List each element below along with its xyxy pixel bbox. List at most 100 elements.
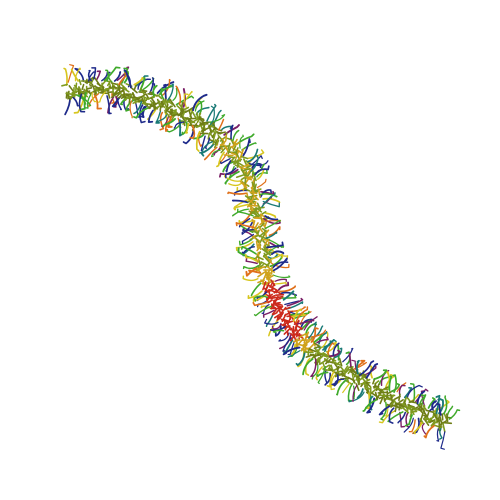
filament-core-segment [276, 313, 284, 320]
filament-core-segment [191, 110, 197, 119]
filament-spike [195, 130, 201, 152]
filament-spike [404, 414, 413, 427]
filament-core-segment [260, 213, 266, 218]
filament-spike [262, 197, 281, 204]
filament-spike [206, 103, 217, 122]
filament-core-segment [349, 366, 357, 373]
filament-core-segment [442, 422, 446, 433]
filament-spike [244, 253, 258, 262]
filament-core-segment [293, 334, 297, 342]
filament-core-segment [300, 348, 308, 353]
filament-spike [397, 411, 407, 424]
filament-core-segment [442, 421, 453, 425]
filament-spike [282, 290, 295, 301]
filament-spike [163, 83, 167, 100]
filament-core-segment [265, 294, 276, 301]
filament-core-segment [264, 283, 270, 293]
filament-spike [316, 336, 329, 344]
filament-spike [268, 239, 283, 249]
filament-spike [231, 199, 249, 204]
filament-core-segment [362, 378, 371, 384]
filament-core-segment [267, 299, 274, 304]
filament-core-segment [253, 226, 259, 233]
filament-core-segment [257, 261, 263, 268]
filament-spike [268, 226, 281, 237]
filament-spike [70, 68, 79, 82]
filament-core-segment [423, 410, 428, 417]
filament-spike [173, 121, 185, 129]
filament-spike [335, 343, 340, 361]
filament-spike [228, 182, 243, 187]
filament-spike [106, 95, 112, 115]
filament-spike [250, 154, 259, 172]
filament-spike [253, 305, 272, 317]
filament-spike [235, 222, 255, 229]
filament-core-segment [240, 174, 249, 181]
filament-core-segment [242, 183, 248, 191]
filament-core-segment [257, 188, 261, 198]
filament-spike [388, 375, 393, 392]
filament-spike [291, 311, 306, 318]
filament-core-segment [133, 96, 140, 100]
filament-spike [348, 352, 352, 368]
filament-spike [327, 342, 335, 356]
filament-spike [172, 86, 179, 102]
filament-spike [216, 151, 225, 168]
filament-spike [87, 69, 92, 82]
filament-spike [242, 264, 259, 270]
filament-spike [199, 141, 214, 154]
filament-spike [279, 285, 297, 293]
filament-spike [347, 382, 354, 402]
filament-spike [439, 428, 443, 440]
filament-core-segment [232, 145, 237, 152]
filament-spike [146, 107, 158, 120]
filament-spike [232, 129, 240, 142]
filament-core-segment [428, 419, 436, 424]
filament-core-segment [111, 85, 119, 89]
filament-core-segment [249, 208, 260, 213]
filament-spike [387, 411, 404, 423]
filament-spike [233, 199, 248, 211]
filament-core-segment [166, 99, 173, 105]
filament-core-segment [419, 418, 424, 425]
filament-spike [409, 382, 416, 401]
filament-spike [336, 379, 347, 396]
filament-spike [282, 337, 292, 352]
filament-spike [147, 109, 154, 123]
filament-spike [91, 91, 98, 103]
filament-spike [403, 417, 414, 433]
filament-spike [273, 282, 288, 287]
filament-spike [175, 85, 182, 105]
filament-spike [391, 383, 401, 393]
filament-spike [264, 215, 279, 222]
filament-spike [78, 93, 86, 113]
filament-core-segment [227, 155, 235, 159]
filament-spike [195, 106, 210, 116]
filament-core-segment [213, 127, 223, 132]
filament-spike [382, 403, 389, 417]
filament-core-segment [164, 110, 172, 119]
filament-core-segment [140, 87, 145, 95]
filament-core-segment [314, 353, 324, 357]
filament-core-segment [104, 87, 112, 90]
filament-core-segment [297, 325, 303, 330]
filament-spike [348, 391, 365, 403]
filament-spike [408, 419, 416, 433]
filament-spike [263, 218, 281, 225]
filament-spike [300, 318, 313, 328]
filament-core-segment [264, 232, 268, 238]
filament-spike [324, 372, 332, 386]
filament-spike [421, 394, 427, 405]
filament-spike [266, 241, 284, 249]
filament-spike [245, 257, 258, 265]
filament-spike [203, 146, 218, 161]
filament-core-segment [213, 139, 220, 149]
filament-core-segment [217, 131, 226, 135]
filament-spike [274, 325, 282, 337]
filament-spike [219, 168, 239, 178]
filament-core-segment [184, 106, 194, 113]
filament-spike [194, 100, 205, 112]
filament-spike [421, 423, 427, 435]
filament-core-segment [211, 132, 216, 139]
filament-spike [356, 359, 360, 375]
